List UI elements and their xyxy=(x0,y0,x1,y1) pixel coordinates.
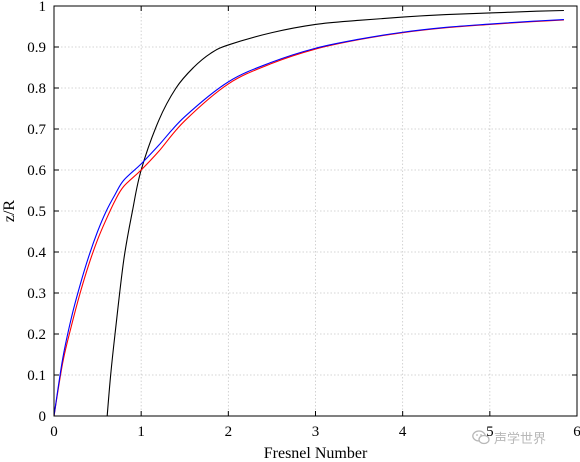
x-tick-label: 5 xyxy=(486,424,494,440)
y-tick-label: 1 xyxy=(39,0,47,15)
series-line-1 xyxy=(106,9,564,417)
y-tick-labels: 0 0.1 0.2 0.3 0.4 0.5 0.6 0.7 0.8 0.9 1 xyxy=(27,0,46,425)
watermark-text: 声学世界 xyxy=(494,432,547,447)
y-tick-label: 0.4 xyxy=(27,245,46,261)
x-tick-label: 3 xyxy=(312,424,320,440)
y-axis-label: z/R xyxy=(1,200,18,223)
y-tick-label: 0.7 xyxy=(27,122,46,138)
ticks xyxy=(53,5,578,417)
series-group xyxy=(53,9,564,417)
y-tick-label: 0.9 xyxy=(27,40,46,56)
x-tick-label: 0 xyxy=(50,424,58,440)
watermark: 声学世界 xyxy=(472,428,546,447)
series-line-3 xyxy=(53,18,564,417)
y-tick-label: 0.8 xyxy=(27,81,46,97)
y-tick-label: 0.6 xyxy=(27,163,46,179)
x-tick-label: 1 xyxy=(137,424,145,440)
y-tick-label: 0.2 xyxy=(27,327,46,343)
series-line-2 xyxy=(53,19,564,417)
y-tick-label: 0.5 xyxy=(27,204,46,220)
x-tick-label: 4 xyxy=(399,424,407,440)
x-axis-label: Fresnel Number xyxy=(264,445,368,462)
x-tick-label: 2 xyxy=(225,424,233,440)
y-tick-label: 0.1 xyxy=(27,368,46,384)
x-tick-labels: 0 1 2 3 4 5 6 xyxy=(50,424,580,440)
y-tick-label: 0.3 xyxy=(27,286,46,302)
wechat-icon xyxy=(472,430,490,445)
x-tick-label: 6 xyxy=(573,424,580,440)
y-tick-label: 0 xyxy=(39,409,47,425)
